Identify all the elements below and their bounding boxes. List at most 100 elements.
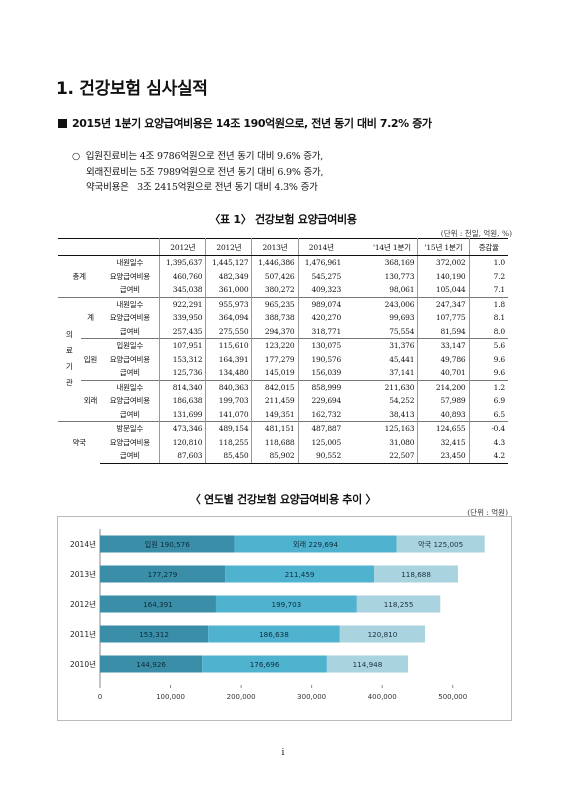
table-cell: 164,391: [205, 352, 253, 366]
table-cell: 6.9: [493, 396, 506, 406]
table-cell: 247,347: [417, 296, 470, 311]
subgroup-label-gye: 계: [80, 296, 101, 339]
bar-segment: [215, 595, 357, 613]
table-cell: 85,450: [205, 449, 253, 464]
column-header: 증감율: [469, 238, 508, 256]
category-label: 2014년: [70, 539, 96, 549]
table-cell: 420,270: [311, 313, 342, 323]
table-cell: 177,279: [251, 352, 299, 366]
table-cell: 388,738: [251, 311, 299, 325]
column-gap: [344, 449, 367, 464]
bullet-text: 외래진료비는 5조 7989억원으로 전년 동기 대비 6.9% 증가,: [86, 166, 324, 178]
table-cell: 965,235: [251, 296, 299, 311]
bar-segment: [208, 625, 340, 643]
table-row: 총계 내원일수 1,395,637 1,445,127 1,446,386 1,476,9…: [58, 255, 508, 297]
data-label: 153,312: [139, 630, 169, 639]
table-cell: 115,610: [205, 338, 253, 353]
table-cell: 211,459: [251, 394, 299, 408]
column-header: 2012년: [159, 238, 207, 256]
table-cell: 243,006: [366, 296, 419, 311]
x-tick-label: 0: [98, 693, 102, 701]
table-cell: 211,630: [366, 379, 419, 394]
table-cell: 40,893: [417, 407, 470, 422]
group-label-char: 관: [65, 378, 73, 388]
table-cell: 380,272: [251, 283, 299, 297]
data-label: 118,255: [384, 600, 414, 609]
row-label: 급여비: [100, 283, 161, 297]
data-label: 외래 229,694: [293, 540, 339, 549]
table-cell: 9.6: [493, 368, 506, 378]
table-cell: 368,169: [366, 255, 419, 270]
table-cell: 134,480: [205, 366, 253, 380]
table-cell: 40,701: [417, 366, 470, 380]
table-cell: 481,151: [251, 421, 299, 436]
table-cell: 1.8: [469, 296, 508, 311]
bar-segment: [339, 625, 426, 643]
table-cell: 199,703: [205, 394, 253, 408]
table-cell: 364,094: [205, 311, 253, 325]
bullet-text: 약국비용은 3조 2415억원으로 전년 동기 대비 4.3% 증가: [86, 182, 318, 193]
column-gap: [344, 311, 367, 325]
bullet-row: 외래진료비는 5조 7989억원으로 전년 동기 대비 6.9% 증가,: [72, 165, 324, 181]
table-cell: 318,771: [311, 326, 342, 336]
column-gap: [344, 296, 367, 311]
table-cell: 31,376: [366, 338, 419, 353]
table-cell: 275,550: [205, 324, 253, 339]
column-gap: [344, 325, 367, 339]
table-cell: 90,552: [298, 449, 345, 464]
table-row: 급여비 345,038 361,000 380,272 409,323 98,061 105…: [58, 283, 508, 297]
row-label: 급여비: [100, 407, 161, 422]
cost-table: 2012년 2012년 2013년 2014년 '14년 1분기 '15년 1분…: [58, 238, 508, 464]
table-cell: 4.3: [493, 437, 506, 447]
table-cell: 124,655: [417, 421, 470, 436]
table-header-row: 2012년 2012년 2013년 2014년 '14년 1분기 '15년 1분…: [58, 238, 508, 256]
table-cell: 489,154: [205, 421, 253, 436]
section-subheading: 2015년 1분기 요양급여비용은 14조 190억원으로, 전년 동기 대비 …: [58, 115, 432, 131]
table-cell: 989,074: [298, 296, 345, 311]
x-tick-label: 300,000: [297, 693, 326, 701]
circle-bullet-icon: ○: [72, 151, 81, 162]
table-cell: 858,999: [298, 379, 345, 394]
page-heading: 1. 건강보험 심사실적: [56, 79, 208, 99]
table-row: 요양급여비용 153,312 164,391 177,279 190,576 45,441…: [58, 352, 508, 366]
table-cell: 473,346: [159, 421, 207, 436]
category-label: 2010년: [70, 659, 96, 669]
table-cell: 23,450: [417, 449, 470, 464]
table-cell: 45,441: [366, 352, 419, 366]
summary-bullets: ○ 입원진료비는 4조 9786억원으로 전년 동기 대비 9.6% 증가, 외…: [72, 149, 324, 196]
bar-segment: [100, 535, 235, 553]
bar-segment: [100, 655, 203, 673]
data-label: 211,459: [285, 570, 315, 579]
header-blank: [58, 238, 161, 256]
bullet-row: 약국비용은 3조 2415억원으로 전년 동기 대비 4.3% 증가: [72, 180, 323, 196]
table-cell: 38,413: [366, 407, 419, 422]
table-cell: 120,810: [159, 435, 207, 449]
table-cell: 85,902: [251, 449, 299, 464]
table-row: 급여비 257,435 275,550 294,370 318,771 75,554 81,…: [58, 324, 508, 339]
table-cell: 75,554: [366, 324, 419, 339]
data-label: 199,703: [272, 600, 302, 609]
row-label: 요양급여비용: [100, 435, 161, 449]
table-cell: 153,312: [159, 352, 207, 366]
table-cell: 7.2: [493, 271, 506, 281]
table-cell: 98,061: [366, 283, 419, 297]
stacked-bar-chart: 0 100,000 200,000 300,000 400,000 500,000 2014…: [70, 529, 485, 701]
row-label: 요양급여비용: [100, 311, 161, 325]
table-cell: 81,594: [417, 324, 470, 339]
data-label: 114,948: [353, 660, 383, 669]
column-gap: [344, 379, 367, 394]
column-gap: [344, 283, 367, 297]
table-cell: 1,395,637: [159, 255, 207, 270]
table-cell: 130,773: [366, 269, 419, 283]
data-label: 입원 190,576: [145, 540, 191, 549]
chart-frame: 0 100,000 200,000 300,000 400,000 500,000 2014…: [57, 516, 512, 721]
row-label: 급여비: [100, 366, 161, 380]
table-row: 의 료 기 관 계 내원일수 922,291 955,973 965,235 989,074 243…: [58, 296, 508, 422]
table-row: 요양급여비용 186,638 199,703 211,459 229,694 54,252…: [58, 394, 508, 408]
group-label-total: 총계: [58, 255, 101, 297]
bar-segment: [396, 535, 485, 553]
table-cell: 22,507: [366, 449, 419, 464]
column-header: 2014년: [298, 238, 345, 256]
data-label: 120,810: [368, 630, 398, 639]
table-cell: 955,973: [205, 296, 253, 311]
